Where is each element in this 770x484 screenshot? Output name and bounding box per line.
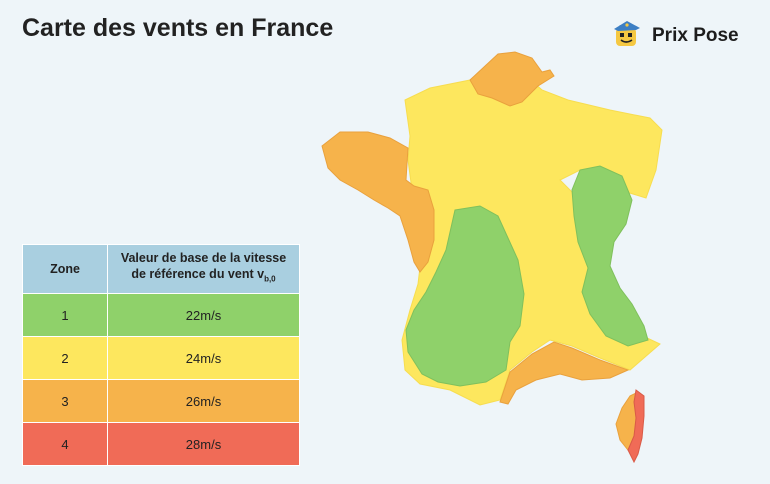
header-value-line1: Valeur de base de la vitesse <box>120 251 287 266</box>
zone-value: 22m/s <box>107 293 300 337</box>
zone-value: 26m/s <box>107 379 300 423</box>
brand-name: Prix Pose <box>652 24 739 46</box>
zone-number: 1 <box>22 293 108 337</box>
brand-logo[interactable]: Prix Pose <box>610 16 739 55</box>
zone-number: 4 <box>22 422 108 466</box>
header-value-line2: de référence du vent v <box>131 267 265 282</box>
zone-value: 28m/s <box>107 422 300 466</box>
table-row-zone-1: 1 22m/s <box>22 293 300 337</box>
wind-zone-table: Zone Valeur de base de la vitesse de réf… <box>22 244 300 466</box>
header-value: Valeur de base de la vitesse de référenc… <box>107 244 300 294</box>
table-row-zone-2: 2 24m/s <box>22 336 300 380</box>
table-row-zone-4: 4 28m/s <box>22 422 300 466</box>
zone-1-center <box>405 205 525 387</box>
table-row-zone-3: 3 26m/s <box>22 379 300 423</box>
zone-3-south <box>499 341 630 405</box>
header-zone: Zone <box>22 244 108 294</box>
mascot-icon <box>610 16 644 55</box>
france-wind-map <box>321 51 663 464</box>
zone-1-east <box>571 165 649 347</box>
zone-number: 2 <box>22 336 108 380</box>
zone-value: 24m/s <box>107 336 300 380</box>
header-value-sub: b,0 <box>264 274 276 284</box>
zone-number: 3 <box>22 379 108 423</box>
zone-3-west <box>321 131 435 273</box>
page-title: Carte des vents en France <box>22 14 334 42</box>
zone-3-north <box>469 51 555 107</box>
corsica-zone-4 <box>627 389 645 464</box>
